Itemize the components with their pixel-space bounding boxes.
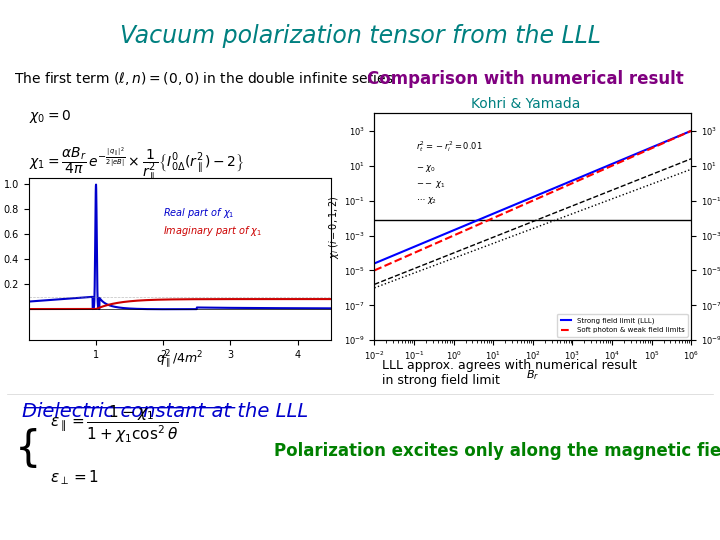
- Text: Polarization excites only along the magnetic field: Polarization excites only along the magn…: [274, 442, 720, 460]
- X-axis label: $B_r$: $B_r$: [526, 368, 539, 382]
- Text: Vacuum polarization tensor from the LLL: Vacuum polarization tensor from the LLL: [120, 24, 600, 48]
- Text: LLL approx. agrees with numerical result
in strong field limit: LLL approx. agrees with numerical result…: [382, 359, 636, 387]
- Text: $\chi_0 = 0$: $\chi_0 = 0$: [29, 108, 71, 125]
- Text: Real part of $\chi_1$: Real part of $\chi_1$: [163, 206, 235, 220]
- Text: The first term $(\ell, n) = (0, 0)$ in the double infinite series :: The first term $(\ell, n) = (0, 0)$ in t…: [14, 70, 402, 87]
- Text: $\{$: $\{$: [14, 426, 37, 470]
- Y-axis label: Re[$\chi_1$] or Im[$\chi_1$]: Re[$\chi_1$] or Im[$\chi_1$]: [0, 215, 1, 303]
- Text: Kohri & Yamada: Kohri & Yamada: [471, 97, 580, 111]
- Text: Dielectric constant at the LLL: Dielectric constant at the LLL: [22, 402, 308, 421]
- Text: $\chi_2 = 0$: $\chi_2 = 0$: [29, 200, 71, 217]
- Legend: Strong field limit (LLL), Soft photon & weak field limits: Strong field limit (LLL), Soft photon & …: [557, 314, 688, 337]
- Text: Comparison with numerical result: Comparison with numerical result: [367, 70, 684, 88]
- Text: $--$ $\chi_1$: $--$ $\chi_1$: [415, 179, 446, 190]
- Y-axis label: $\chi_i$ ($i=0,1,2$): $\chi_i$ ($i=0,1,2$): [327, 195, 341, 259]
- Text: $\epsilon_\perp = 1$: $\epsilon_\perp = 1$: [50, 469, 99, 487]
- Text: $r_t^2 = -r_i^2 = 0.01$: $r_t^2 = -r_i^2 = 0.01$: [415, 139, 482, 154]
- Text: $\chi_1 = \dfrac{\alpha B_r}{4\pi}\, e^{-\frac{|q_\parallel|^2}{2|eB|}} \times \: $\chi_1 = \dfrac{\alpha B_r}{4\pi}\, e^{…: [29, 146, 244, 185]
- Text: Imaginary part of $\chi_1$: Imaginary part of $\chi_1$: [163, 224, 263, 238]
- Text: $\epsilon_\parallel = \dfrac{1 - \chi_1}{1 + \chi_1 \cos^2\theta}$: $\epsilon_\parallel = \dfrac{1 - \chi_1}…: [50, 403, 179, 444]
- Text: $\cdots$ $\chi_2$: $\cdots$ $\chi_2$: [415, 195, 437, 206]
- Text: $q_\parallel^2/4m^2$: $q_\parallel^2/4m^2$: [156, 348, 204, 370]
- Text: $-$ $\chi_0$: $-$ $\chi_0$: [415, 163, 436, 174]
